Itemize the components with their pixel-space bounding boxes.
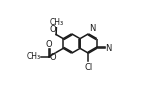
Text: N: N bbox=[105, 44, 112, 53]
Text: CH₃: CH₃ bbox=[26, 52, 40, 61]
Text: O: O bbox=[46, 40, 52, 49]
Text: O: O bbox=[49, 25, 56, 34]
Text: O: O bbox=[49, 53, 56, 62]
Text: N: N bbox=[89, 24, 96, 33]
Text: Cl: Cl bbox=[84, 63, 92, 72]
Text: CH₃: CH₃ bbox=[49, 18, 64, 27]
